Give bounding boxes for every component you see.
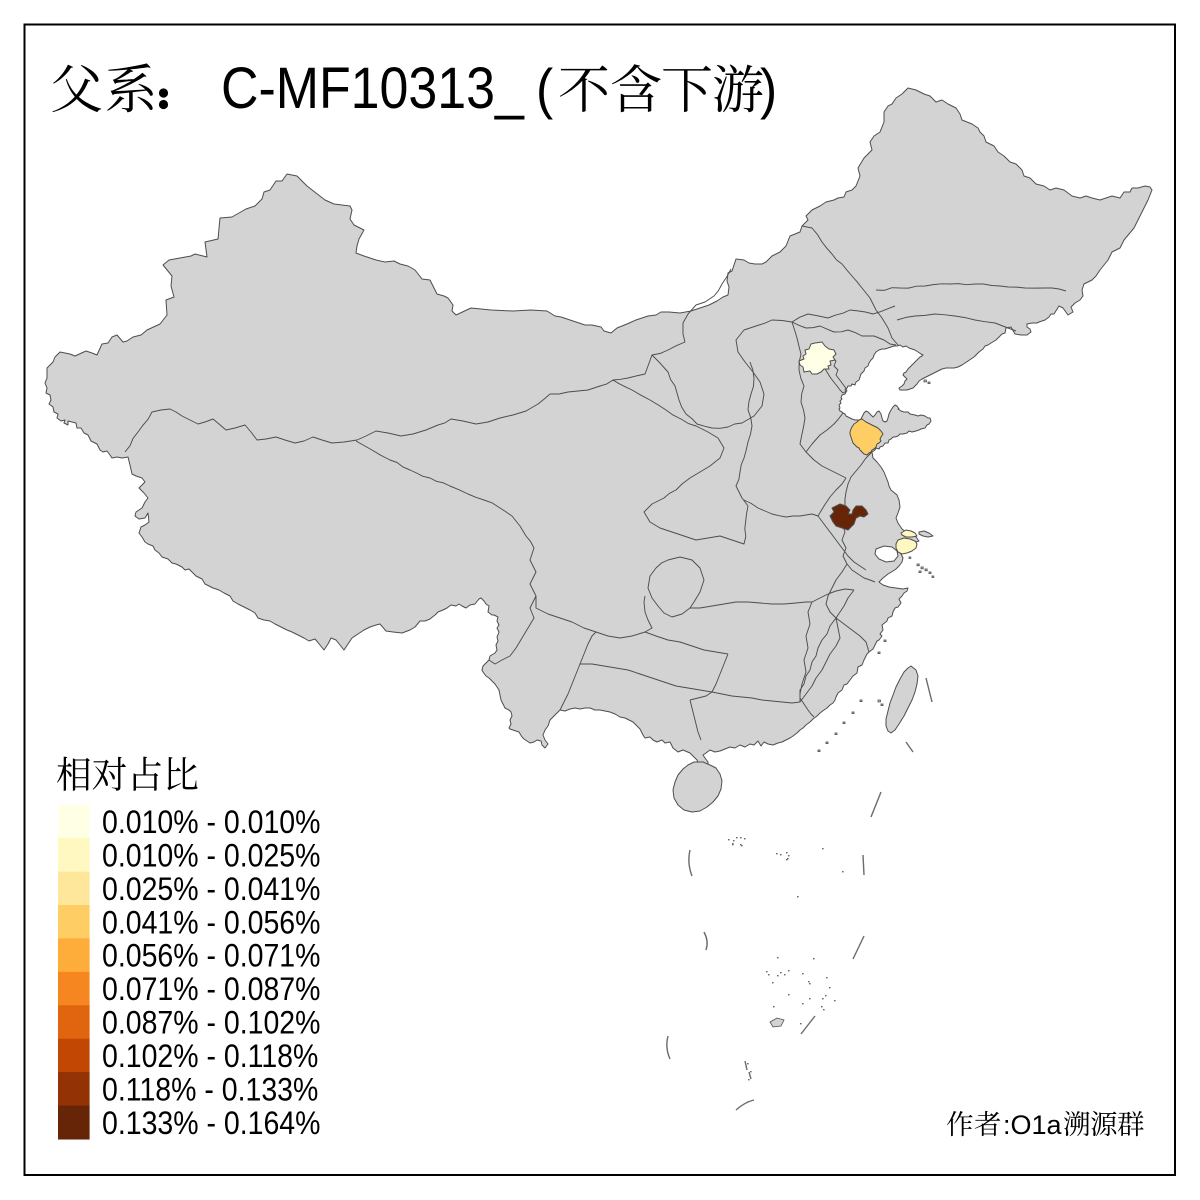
svg-text:0.010% - 0.025%: 0.010% - 0.025% [102,839,320,874]
svg-text::O1a: :O1a [1003,1110,1063,1140]
svg-text:0.041% - 0.056%: 0.041% - 0.056% [102,906,320,941]
svg-text:0.118% - 0.133%: 0.118% - 0.133% [102,1073,318,1108]
svg-text:(: ( [536,58,553,120]
svg-text:0.071% - 0.087%: 0.071% - 0.087% [102,973,320,1008]
svg-text:0.133% - 0.164%: 0.133% - 0.164% [102,1106,320,1141]
svg-text:0.087% - 0.102%: 0.087% - 0.102% [102,1006,320,1041]
svg-text:C-MF10313_: C-MF10313_ [221,55,525,120]
svg-text:0.102% - 0.118%: 0.102% - 0.118% [102,1040,318,1075]
svg-text:0.056% - 0.071%: 0.056% - 0.071% [102,939,320,974]
svg-text:0.025% - 0.041%: 0.025% - 0.041% [102,872,320,907]
svg-text:0.010% - 0.010%: 0.010% - 0.010% [102,806,320,841]
svg-text:): ) [760,58,777,120]
